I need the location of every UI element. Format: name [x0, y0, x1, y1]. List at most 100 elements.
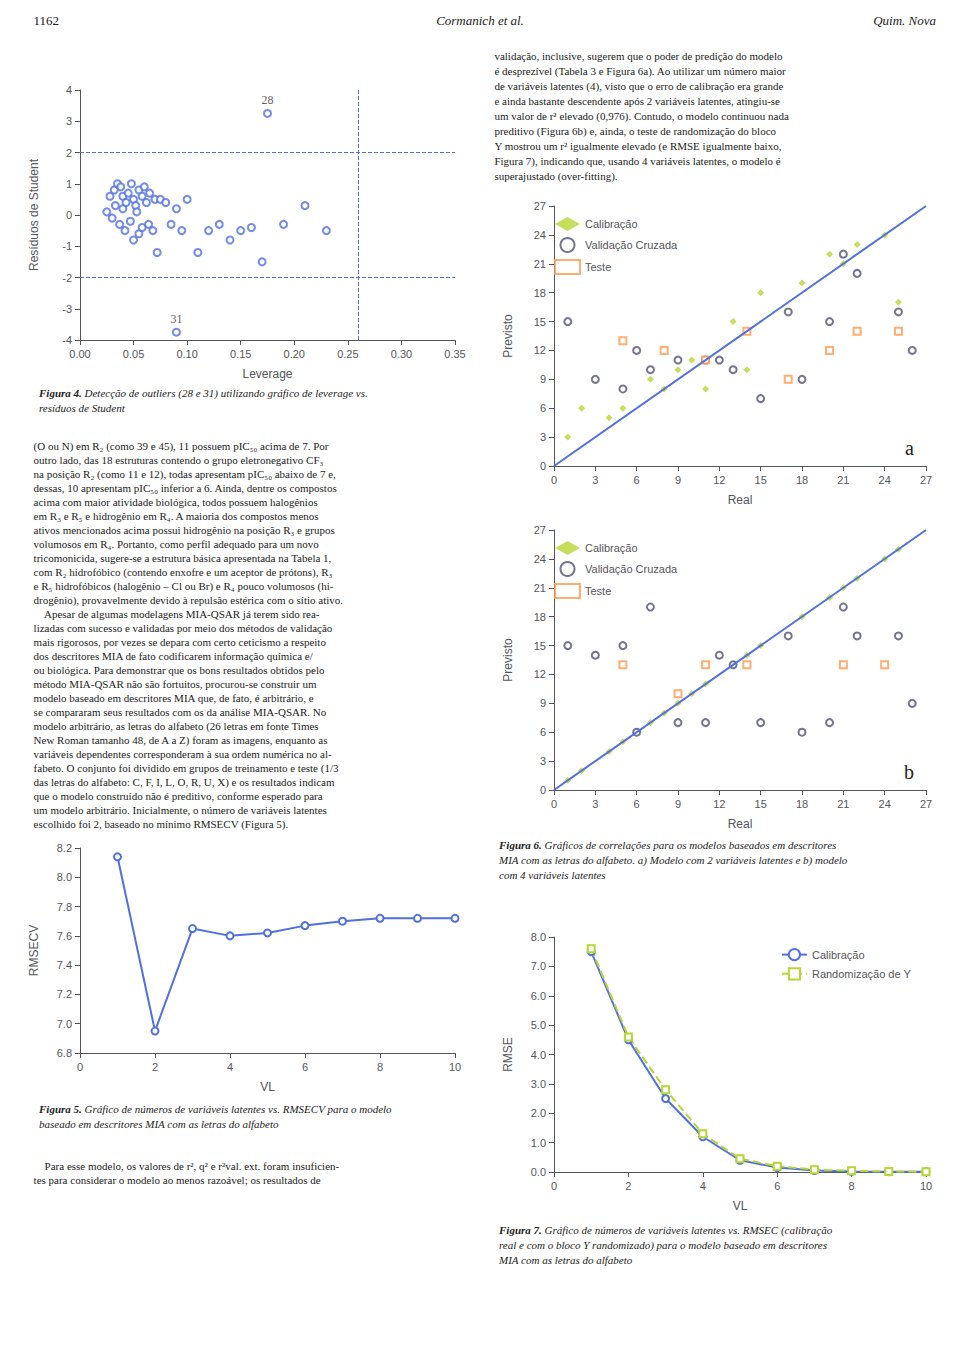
svg-text:24: 24 [879, 474, 891, 486]
svg-text:Calibração: Calibração [812, 949, 865, 961]
svg-text:0.30: 0.30 [391, 348, 412, 360]
svg-text:-1: -1 [62, 240, 72, 252]
svg-text:6.8: 6.8 [57, 1047, 72, 1059]
svg-text:18: 18 [796, 798, 808, 810]
svg-text:7.0: 7.0 [531, 960, 546, 972]
svg-text:Y mostrou um r² igualmente ele: Y mostrou um r² igualmente elevado (e RM… [494, 140, 781, 153]
svg-text:acima com maior atividade biol: acima com maior atividade biológica, tod… [34, 496, 318, 508]
svg-text:8.2: 8.2 [57, 842, 72, 854]
svg-text:na posição R₂ (como 11 e 12),: na posição R₂ (como 11 e 12), todas apre… [34, 468, 336, 481]
svg-text:resíduos de Student: resíduos de Student [39, 402, 126, 414]
svg-text:Calibração: Calibração [585, 218, 638, 230]
svg-text:drogênio), provavelmente devid: drogênio), provavelmente devido à repuls… [34, 594, 344, 607]
svg-text:21: 21 [837, 798, 849, 810]
svg-text:21: 21 [534, 258, 546, 270]
svg-text:Figura 4.: Figura 4. [38, 387, 85, 399]
svg-text:4.0: 4.0 [531, 1049, 546, 1061]
svg-text:24: 24 [534, 553, 546, 565]
svg-text:9: 9 [540, 697, 546, 709]
svg-text:dos descritores MIA de fato co: dos descritores MIA de fato codificarem … [34, 650, 314, 662]
svg-text:dessas, 10 apresentam pIC₅₀ in: dessas, 10 apresentam pIC₅₀ inferior a 6… [34, 482, 337, 494]
svg-text:Teste: Teste [585, 585, 611, 597]
svg-text:Gráficos de correlações para o: Gráficos de correlações para os modelos … [545, 839, 837, 851]
svg-text:Apesar de algumas modelagens M: Apesar de algumas modelagens MIA-QSAR já… [34, 608, 320, 620]
svg-text:6.0: 6.0 [531, 990, 546, 1002]
svg-text:15: 15 [534, 316, 546, 328]
svg-text:Randomização de Y: Randomização de Y [812, 968, 912, 980]
svg-text:7.0: 7.0 [57, 1018, 72, 1030]
svg-text:4: 4 [700, 1180, 706, 1192]
svg-text:8: 8 [377, 1061, 383, 1073]
svg-text:-4: -4 [62, 334, 72, 346]
svg-text:6: 6 [634, 798, 640, 810]
svg-text:15: 15 [534, 640, 546, 652]
svg-text:27: 27 [920, 798, 932, 810]
svg-text:1162: 1162 [34, 13, 60, 28]
svg-text:2: 2 [152, 1061, 158, 1073]
svg-text:10: 10 [449, 1061, 461, 1073]
svg-text:fabeto. O conjunto foi dividid: fabeto. O conjunto foi dividido em grupo… [34, 762, 339, 775]
svg-text:VL: VL [733, 1199, 748, 1213]
svg-text:18: 18 [534, 287, 546, 299]
svg-text:6: 6 [634, 474, 640, 486]
svg-text:0.10: 0.10 [176, 348, 197, 360]
svg-text:0.00: 0.00 [69, 348, 90, 360]
svg-text:lizadas com sucesso e validada: lizadas com sucesso e validadas por meio… [34, 622, 333, 634]
svg-text:12: 12 [713, 474, 725, 486]
svg-text:Para esse modelo, os valores d: Para esse modelo, os valores de r², q² e… [34, 1160, 340, 1172]
svg-text:7.4: 7.4 [57, 959, 72, 971]
svg-text:1.0: 1.0 [531, 1137, 546, 1149]
svg-text:4: 4 [227, 1061, 233, 1073]
svg-text:0: 0 [540, 784, 546, 796]
svg-text:27: 27 [534, 200, 546, 212]
svg-text:0.05: 0.05 [123, 348, 144, 360]
svg-text:9: 9 [675, 798, 681, 810]
svg-text:e ainda bastante descendente a: e ainda bastante descendente após 2 vari… [494, 95, 780, 107]
svg-text:volumosos em R₄. Portanto, com: volumosos em R₄. Portanto, como perfil a… [34, 538, 320, 550]
svg-text:9: 9 [675, 474, 681, 486]
svg-text:18: 18 [796, 474, 808, 486]
svg-text:método MIA-QSAR não são fortui: método MIA-QSAR não são fortuitos, procu… [34, 678, 317, 690]
svg-text:tes para considerar o modelo a: tes para considerar o modelo ao menos ra… [34, 1174, 321, 1186]
svg-text:Resíduos de Student: Resíduos de Student [27, 158, 41, 271]
svg-text:Gráfico de números de variávei: Gráfico de números de variáveis latentes… [545, 1224, 833, 1237]
svg-text:6: 6 [774, 1180, 780, 1192]
svg-text:0.15: 0.15 [230, 348, 251, 360]
svg-text:3: 3 [66, 115, 72, 127]
svg-text:em R₃ e R₅ e hidrogênio em R₄.: em R₃ e R₅ e hidrogênio em R₄. A maioria… [34, 510, 319, 522]
svg-text:validação, inclusive, sugerem: validação, inclusive, sugerem que o pode… [494, 50, 783, 62]
svg-text:b: b [904, 761, 914, 783]
svg-text:Teste: Teste [585, 261, 611, 273]
svg-text:modelo baseado em descritores: modelo baseado em descritores MIA que, d… [34, 692, 314, 704]
svg-text:0.35: 0.35 [444, 348, 465, 360]
svg-text:0: 0 [551, 798, 557, 810]
svg-text:-2: -2 [62, 272, 72, 284]
svg-text:9: 9 [540, 373, 546, 385]
svg-text:que o modelo construído não é: que o modelo construído não é preditivo,… [34, 790, 323, 802]
svg-text:0.0: 0.0 [531, 1166, 546, 1178]
svg-text:mais rigorosos, por vezes se d: mais rigorosos, por vezes se depara com … [34, 636, 327, 648]
svg-text:31: 31 [170, 312, 182, 326]
svg-text:Validação Cruzada: Validação Cruzada [585, 239, 678, 251]
svg-text:e R₅ hidrofóbicos (halogênio –: e R₅ hidrofóbicos (halogênio – Cl ou Br)… [34, 580, 334, 593]
svg-text:RMSE: RMSE [501, 1037, 515, 1072]
svg-text:Previsto: Previsto [501, 314, 515, 358]
svg-text:0: 0 [540, 460, 546, 472]
svg-text:6: 6 [540, 402, 546, 414]
svg-text:21: 21 [837, 474, 849, 486]
svg-text:2: 2 [625, 1180, 631, 1192]
svg-text:24: 24 [534, 229, 546, 241]
svg-text:Gráfico de números de variávei: Gráfico de números de variáveis latentes… [85, 1103, 393, 1115]
svg-text:4: 4 [66, 84, 72, 96]
svg-text:2.0: 2.0 [531, 1107, 546, 1119]
svg-text:Calibração: Calibração [585, 542, 638, 554]
svg-text:8: 8 [849, 1180, 855, 1192]
svg-text:0: 0 [551, 1180, 557, 1192]
svg-text:3.0: 3.0 [531, 1078, 546, 1090]
svg-text:3: 3 [540, 431, 546, 443]
svg-text:Cormanich et al.: Cormanich et al. [436, 13, 524, 28]
svg-text:3: 3 [592, 474, 598, 486]
svg-text:Detecção de outliers (28 e 31): Detecção de outliers (28 e 31) utilizand… [84, 387, 368, 400]
svg-text:modelo arbitrário, as letras d: modelo arbitrário, as letras do alfabeto… [34, 720, 319, 733]
svg-text:6: 6 [302, 1061, 308, 1073]
